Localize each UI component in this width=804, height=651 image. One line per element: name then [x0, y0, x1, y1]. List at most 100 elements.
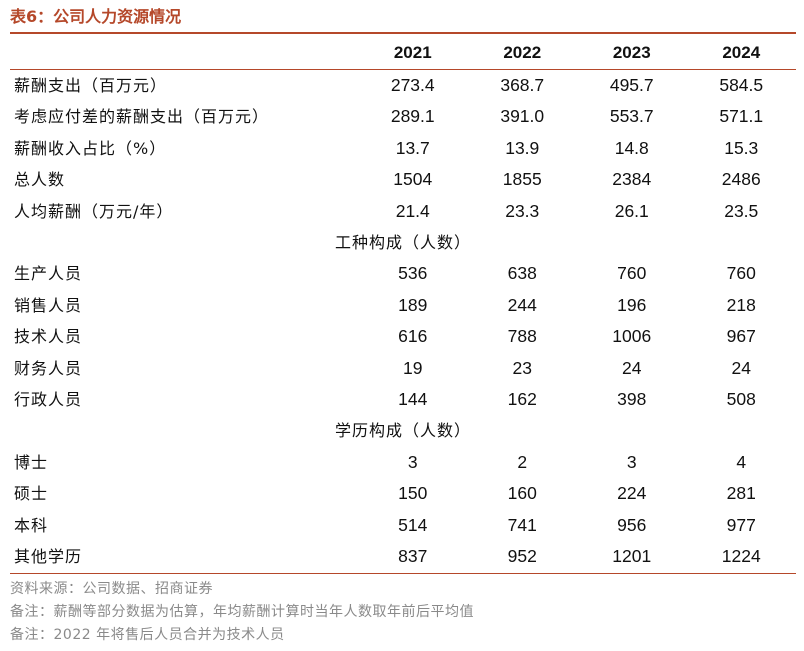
table-row: 其他学历 837 952 1201 1224	[10, 541, 796, 574]
notes: 资料来源：公司数据、招商证券 备注：薪酬等部分数据为估算，年均薪酬计算时当年人数…	[10, 578, 796, 647]
value-cell: 218	[726, 294, 756, 315]
value-cell: 536	[398, 263, 428, 284]
value-cell: 144	[398, 389, 428, 410]
value-cell: 616	[398, 326, 428, 347]
value-cell: 196	[617, 294, 647, 315]
value-cell: 1201	[577, 541, 687, 574]
section-header-label: 学历构成（人数）	[334, 421, 471, 441]
value-cell: 788	[507, 326, 537, 347]
row-label: 技术人员	[14, 327, 83, 347]
value-cell: 23	[512, 357, 532, 378]
row-label: 薪酬收入占比（%）	[14, 138, 167, 158]
hr-table-container: 2021 2022 2023 2024 薪酬支出（百万元） 273.4 368.7 4…	[10, 36, 796, 574]
value-cell: 837	[358, 541, 468, 574]
value-cell: 2384	[612, 169, 652, 190]
value-cell: 19	[403, 357, 423, 378]
hr-table: 2021 2022 2023 2024 薪酬支出（百万元） 273.4 368.7 4…	[10, 36, 796, 574]
table-row: 考虑应付差的薪酬支出（百万元） 289.1 391.0 553.7 571.1	[10, 101, 796, 132]
value-cell: 741	[507, 514, 537, 535]
row-label: 博士	[14, 452, 49, 472]
value-cell: 15.3	[724, 137, 759, 158]
table-row: 博士 3 2 3 4	[10, 447, 796, 478]
row-label: 人均薪酬（万元/年）	[14, 201, 174, 221]
remark-note: 备注：薪酬等部分数据为估算，年均薪酬计算时当年人数取年前后平均值	[10, 604, 474, 620]
row-label: 硕士	[14, 484, 49, 504]
value-cell: 508	[726, 389, 756, 410]
value-cell: 224	[617, 483, 647, 504]
table-row: 财务人员 19 23 24 24	[10, 353, 796, 384]
header-cell-year: 2023	[577, 36, 687, 70]
value-cell: 244	[507, 294, 537, 315]
value-cell: 13.9	[505, 137, 540, 158]
value-cell: 160	[507, 483, 537, 504]
row-label: 总人数	[14, 170, 66, 190]
table-row: 行政人员 144 162 398 508	[10, 384, 796, 415]
header-row: 2021 2022 2023 2024	[10, 36, 796, 70]
header-cell-year: 2022	[467, 36, 577, 70]
value-cell: 977	[726, 514, 756, 535]
value-cell: 1224	[686, 541, 796, 574]
value-cell: 23.5	[724, 200, 759, 221]
value-cell: 26.1	[614, 200, 649, 221]
value-cell: 281	[726, 483, 756, 504]
value-cell: 14.8	[614, 137, 649, 158]
value-cell: 23.3	[505, 200, 540, 221]
value-cell: 638	[507, 263, 537, 284]
value-cell: 289.1	[390, 106, 435, 127]
header-cell-year: 2021	[358, 36, 468, 70]
value-cell: 584.5	[719, 75, 764, 95]
row-label: 行政人员	[14, 390, 83, 410]
table-title: 表6：公司人力资源情况	[10, 7, 182, 26]
value-cell: 553.7	[609, 106, 654, 127]
source-note: 资料来源：公司数据、招商证券	[10, 581, 213, 597]
remark-note: 备注：2022 年将售后人员合并为技术人员	[10, 627, 285, 643]
value-cell: 3	[407, 451, 418, 472]
header-cell	[10, 36, 358, 70]
header-cell-year: 2024	[686, 36, 796, 70]
value-cell: 2486	[721, 169, 761, 190]
value-cell: 495.7	[609, 75, 654, 95]
value-cell: 398	[617, 389, 647, 410]
table-row: 硕士 150 160 224 281	[10, 478, 796, 509]
row-label: 生产人员	[14, 264, 83, 284]
table-row: 本科 514 741 956 977	[10, 510, 796, 541]
table-row: 生产人员 536 638 760 760	[10, 258, 796, 289]
value-cell: 1006	[612, 326, 652, 347]
value-cell: 24	[731, 357, 751, 378]
section-header-label: 工种构成（人数）	[334, 233, 471, 253]
table-body: 薪酬支出（百万元） 273.4 368.7 495.7 584.5 考虑应付差的薪酬支出（…	[10, 70, 796, 574]
value-cell: 273.4	[390, 75, 435, 95]
row-label: 薪酬支出（百万元）	[14, 76, 168, 95]
value-cell: 1504	[393, 169, 433, 190]
table-row: 薪酬支出（百万元） 273.4 368.7 495.7 584.5	[10, 70, 796, 102]
value-cell: 13.7	[395, 137, 430, 158]
value-cell: 956	[617, 514, 647, 535]
row-label: 其他学历	[10, 541, 358, 574]
value-cell: 2	[517, 451, 528, 472]
table-row: 技术人员 616 788 1006 967	[10, 321, 796, 352]
value-cell: 21.4	[395, 200, 430, 221]
table-row: 薪酬收入占比（%） 13.7 13.9 14.8 15.3	[10, 133, 796, 164]
value-cell: 1855	[502, 169, 542, 190]
table-row: 总人数 1504 1855 2384 2486	[10, 164, 796, 195]
value-cell: 571.1	[719, 106, 764, 127]
table-row: 销售人员 189 244 196 218	[10, 290, 796, 321]
value-cell: 514	[398, 514, 428, 535]
value-cell: 368.7	[500, 75, 545, 95]
value-cell: 3	[626, 451, 637, 472]
section-header-row: 学历构成（人数）	[10, 415, 796, 446]
title-divider	[10, 32, 796, 34]
value-cell: 24	[622, 357, 642, 378]
value-cell: 150	[398, 483, 428, 504]
value-cell: 391.0	[500, 106, 545, 127]
row-label: 本科	[14, 515, 49, 535]
row-label: 财务人员	[14, 358, 83, 378]
value-cell: 189	[398, 294, 428, 315]
value-cell: 162	[507, 389, 537, 410]
row-label: 考虑应付差的薪酬支出（百万元）	[14, 107, 270, 127]
value-cell: 760	[726, 263, 756, 284]
value-cell: 952	[467, 541, 577, 574]
value-cell: 760	[617, 263, 647, 284]
table-row: 人均薪酬（万元/年） 21.4 23.3 26.1 23.5	[10, 196, 796, 227]
row-label: 销售人员	[14, 295, 83, 315]
